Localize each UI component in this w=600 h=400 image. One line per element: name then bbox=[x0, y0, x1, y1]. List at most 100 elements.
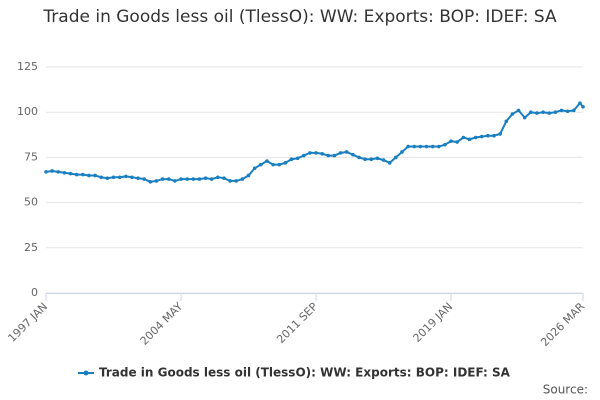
point bbox=[381, 158, 386, 162]
point bbox=[154, 179, 159, 183]
y-tick-label: 75 bbox=[24, 150, 38, 163]
point bbox=[240, 177, 245, 181]
point bbox=[581, 104, 585, 109]
point bbox=[209, 177, 214, 181]
point bbox=[117, 175, 122, 180]
point bbox=[455, 140, 459, 144]
point bbox=[173, 179, 177, 183]
point bbox=[344, 150, 349, 154]
point bbox=[412, 144, 417, 149]
point bbox=[565, 109, 570, 114]
point bbox=[289, 157, 294, 162]
point bbox=[166, 177, 171, 181]
legend-item: Trade in Goods less oil (TlessO): WW: Ex… bbox=[78, 366, 511, 380]
point bbox=[326, 153, 331, 158]
point bbox=[160, 177, 165, 181]
point bbox=[314, 151, 318, 155]
point bbox=[461, 135, 466, 140]
x-tick-label: 1997 JAN bbox=[5, 300, 50, 345]
point bbox=[105, 176, 110, 180]
point bbox=[436, 144, 441, 149]
point bbox=[265, 159, 269, 163]
point bbox=[479, 134, 484, 139]
point bbox=[191, 177, 196, 181]
y-tick-label: 25 bbox=[24, 241, 38, 254]
point bbox=[68, 171, 73, 176]
point bbox=[486, 133, 490, 138]
point bbox=[246, 173, 251, 178]
point bbox=[216, 175, 220, 180]
chart-title: Trade in Goods less oil (TlessO): WW: Ex… bbox=[43, 7, 557, 27]
point bbox=[185, 177, 189, 181]
point bbox=[424, 144, 429, 149]
point bbox=[222, 176, 226, 180]
point bbox=[259, 162, 263, 167]
point bbox=[504, 119, 509, 124]
y-tick-label: 0 bbox=[31, 286, 38, 299]
legend-label: Trade in Goods less oil (TlessO): WW: Ex… bbox=[99, 366, 511, 380]
point bbox=[338, 151, 343, 155]
point bbox=[81, 172, 85, 177]
point bbox=[418, 144, 423, 149]
point bbox=[559, 108, 564, 113]
point bbox=[375, 156, 380, 161]
point bbox=[111, 175, 116, 180]
point bbox=[295, 156, 300, 161]
point bbox=[467, 137, 472, 142]
y-tick-label: 50 bbox=[24, 196, 38, 209]
y-tick-label: 125 bbox=[17, 60, 38, 73]
point bbox=[203, 176, 208, 180]
point bbox=[252, 166, 257, 171]
point bbox=[369, 157, 374, 162]
point bbox=[406, 144, 410, 149]
point bbox=[87, 173, 91, 178]
x-tick-label: 2019 JAN bbox=[411, 300, 456, 345]
point bbox=[130, 175, 134, 180]
point bbox=[571, 108, 576, 113]
x-tick-label: 2026 MAR bbox=[538, 300, 587, 349]
point bbox=[148, 180, 153, 184]
point bbox=[56, 170, 61, 174]
point bbox=[498, 132, 502, 136]
point bbox=[62, 170, 67, 175]
point bbox=[547, 111, 552, 115]
point bbox=[283, 161, 288, 165]
point bbox=[578, 101, 582, 105]
point bbox=[351, 152, 355, 157]
y-tick-label: 100 bbox=[17, 105, 38, 118]
point bbox=[50, 169, 54, 173]
point bbox=[142, 177, 146, 181]
point bbox=[44, 170, 48, 174]
point bbox=[443, 142, 447, 147]
point bbox=[234, 179, 239, 183]
point bbox=[387, 161, 392, 165]
point bbox=[301, 153, 306, 158]
point bbox=[277, 162, 282, 167]
x-tick-label: 2011 SEP bbox=[274, 300, 320, 346]
point bbox=[136, 176, 140, 180]
point bbox=[430, 144, 435, 149]
source: Source: bbox=[543, 383, 588, 397]
point bbox=[516, 108, 521, 113]
point bbox=[320, 151, 324, 156]
point bbox=[529, 110, 533, 114]
point bbox=[332, 153, 337, 158]
point bbox=[553, 110, 558, 114]
x-tick-label: 2004 MAY bbox=[138, 300, 186, 348]
point bbox=[74, 172, 79, 177]
point bbox=[492, 133, 496, 138]
point bbox=[308, 151, 312, 155]
point bbox=[394, 155, 398, 160]
point bbox=[363, 157, 367, 162]
point bbox=[473, 135, 478, 140]
point bbox=[449, 139, 453, 143]
point bbox=[357, 155, 361, 160]
point bbox=[535, 111, 539, 115]
point bbox=[541, 110, 545, 114]
point bbox=[123, 174, 128, 179]
point bbox=[99, 175, 104, 180]
point bbox=[400, 150, 404, 154]
series-line bbox=[45, 101, 584, 183]
